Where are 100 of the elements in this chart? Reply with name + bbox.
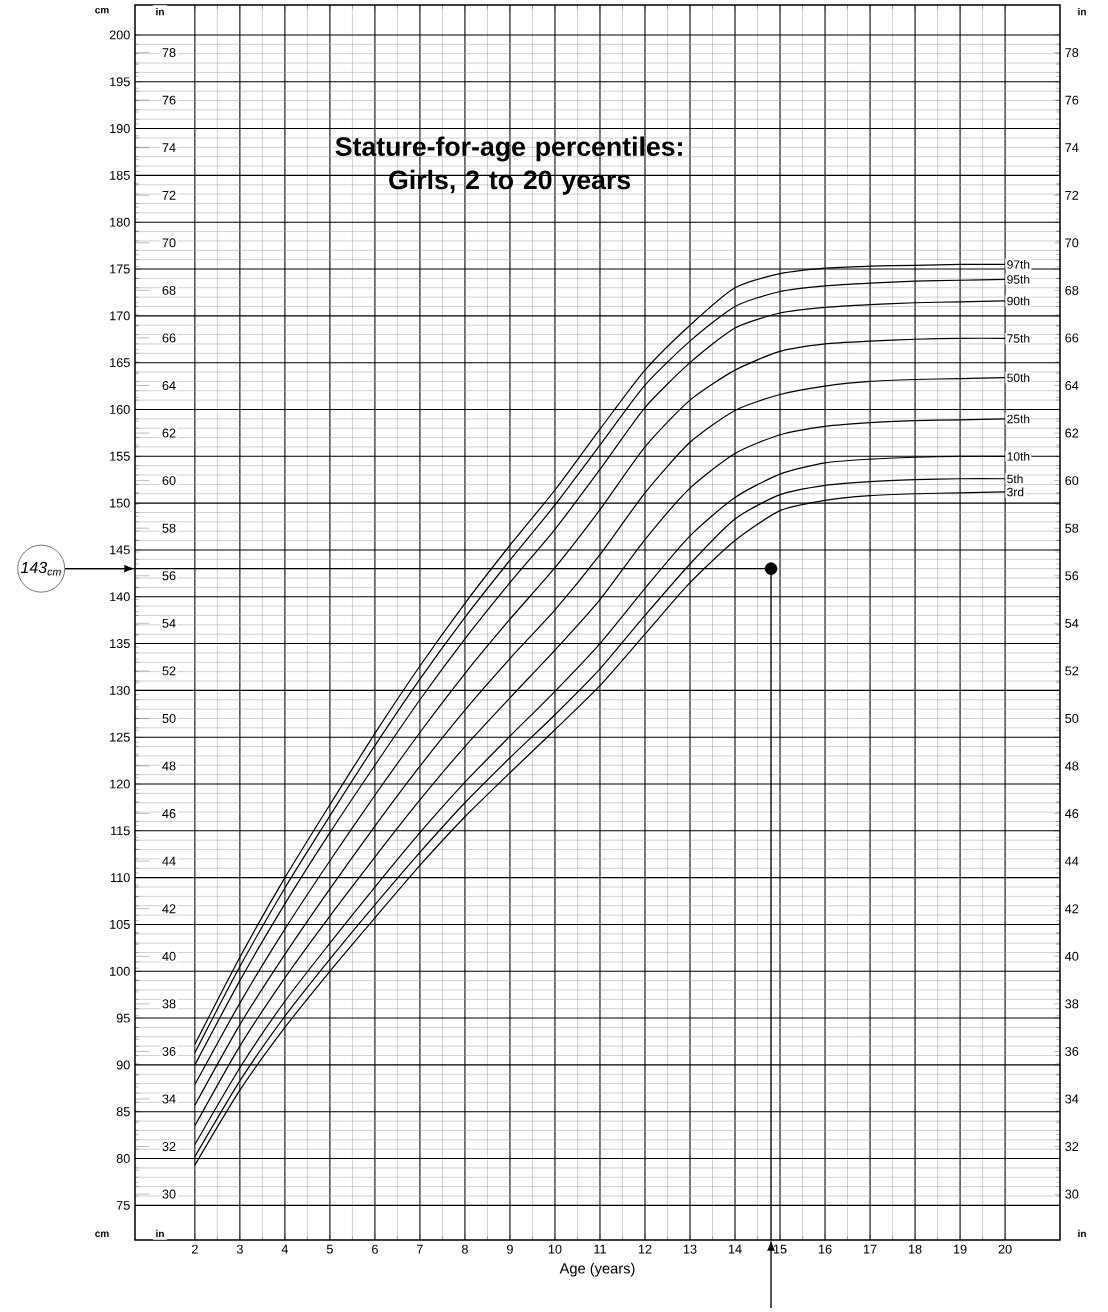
y-tick-label: 80 <box>116 1154 130 1164</box>
y-tick-label: 145 <box>110 545 130 555</box>
x-tick-label: 11 <box>594 1244 606 1254</box>
y-tick-label: 165 <box>110 358 130 368</box>
y3-tick-label: 66 <box>1065 333 1079 343</box>
y2-tick-label: 32 <box>162 1142 176 1152</box>
y-tick-label: 175 <box>110 264 130 274</box>
y3-tick-label: 44 <box>1065 856 1079 866</box>
y-tick-label: 135 <box>110 639 130 649</box>
y-tick-label: 200 <box>109 30 130 40</box>
y2-tick-label: 58 <box>162 523 176 533</box>
y2-tick-label: 34 <box>162 1094 176 1104</box>
y-tick-label: 105 <box>110 919 130 929</box>
y2-tick-label: 40 <box>162 951 176 961</box>
y3-tick-label: 32 <box>1065 1142 1079 1152</box>
y3-tick-label: 70 <box>1065 238 1079 248</box>
x-tick-label: 9 <box>507 1244 513 1254</box>
x-tick-label: 5 <box>326 1244 333 1254</box>
y-tick-label: 95 <box>116 1013 130 1023</box>
y2-tick-label: 42 <box>162 904 176 914</box>
y-tick-label: 85 <box>116 1107 130 1117</box>
y-tick-label: 115 <box>111 826 130 836</box>
y3-tick-label: 78 <box>1065 48 1079 58</box>
y2-tick-label: 66 <box>162 333 176 343</box>
x-tick-label: 18 <box>908 1244 922 1254</box>
y3-tick-label: 48 <box>1065 761 1079 771</box>
y3-tick-label: 56 <box>1065 571 1079 581</box>
y2-tick-label: 36 <box>162 1046 176 1056</box>
y3-tick-label: 60 <box>1065 476 1079 486</box>
series-label: 10th <box>1007 451 1030 461</box>
y3-tick-label: 50 <box>1065 713 1079 723</box>
y2-tick-label: 44 <box>162 856 176 866</box>
series-label: 3rd <box>1007 487 1024 497</box>
x-tick-label: 8 <box>461 1244 468 1254</box>
y2-tick-label: 48 <box>162 761 176 771</box>
x-tick-label: 15 <box>773 1244 787 1254</box>
x-tick-label: 19 <box>953 1244 967 1254</box>
x-tick-label: 3 <box>236 1244 243 1254</box>
y2-tick-label: 46 <box>162 809 176 819</box>
y2-tick-label: 70 <box>162 238 176 248</box>
y2-tick-label: 56 <box>162 571 176 581</box>
text: cm <box>95 1231 109 1238</box>
y-tick-label: 180 <box>110 217 130 227</box>
y3-tick-label: 40 <box>1065 951 1079 961</box>
y2-tick-label: 30 <box>162 1189 176 1199</box>
series-label: 97th <box>1007 259 1030 269</box>
y3-tick-label: 36 <box>1065 1046 1079 1056</box>
y3-tick-label: 46 <box>1065 809 1079 819</box>
series-label: 95th <box>1007 274 1030 284</box>
x-tick-label: 17 <box>863 1244 877 1254</box>
text: in <box>156 1229 164 1238</box>
y-tick-label: 90 <box>116 1060 130 1070</box>
series-label: 90th <box>1007 296 1030 306</box>
y-tick-label: 195 <box>110 77 130 87</box>
y2-tick-label: 76 <box>162 95 176 105</box>
ref-line-label: 143$_{cm}$ <box>20 561 61 576</box>
y3-axis-title: in <box>156 7 164 16</box>
y-tick-label: 155 <box>110 451 130 461</box>
y3-tick-label: 76 <box>1065 95 1079 105</box>
y2-tick-label: 54 <box>162 618 176 628</box>
x-tick-label: 6 <box>372 1244 378 1254</box>
x-axis-title: Age (years) <box>559 1262 635 1277</box>
x-tick-label: 4 <box>281 1244 289 1254</box>
y-axis-title: cm <box>95 7 109 14</box>
y3-tick-label: 68 <box>1065 285 1079 295</box>
y-tick-label: 160 <box>110 404 130 414</box>
y-tick-label: 100 <box>110 966 130 976</box>
y-tick-label: 120 <box>110 779 130 789</box>
series-label: 25th <box>1007 414 1030 424</box>
y3-tick-label: 72 <box>1065 190 1079 200</box>
series-label: 50th <box>1007 373 1030 383</box>
y2-tick-label: 62 <box>162 428 176 438</box>
y2-tick-label: 38 <box>162 999 176 1009</box>
y-tick-label: 185 <box>110 170 130 180</box>
y2-tick-label: 64 <box>162 381 176 390</box>
y3-tick-label: 54 <box>1065 618 1079 628</box>
y3-tick-label: 38 <box>1065 999 1079 1009</box>
y2-tick-label: 50 <box>162 713 176 723</box>
x-tick-label: 14 <box>728 1244 742 1254</box>
y-tick-label: 150 <box>110 498 130 508</box>
y2-tick-label: 74 <box>162 143 176 153</box>
series-label: 5th <box>1007 474 1023 484</box>
y-tick-label: 170 <box>110 311 130 321</box>
y3-tick-label: 64 <box>1065 381 1079 390</box>
x-tick-label: 2 <box>191 1244 198 1254</box>
y2-tick-label: 78 <box>162 48 176 58</box>
y3-tick-label: 34 <box>1065 1094 1079 1104</box>
x-tick-label: 7 <box>417 1244 423 1254</box>
text: in <box>1078 1229 1086 1238</box>
y-tick-label: 125 <box>110 732 130 742</box>
y3-tick-label: 74 <box>1065 143 1079 153</box>
y3-tick-label: 52 <box>1065 666 1079 676</box>
x-tick-label: 16 <box>818 1244 832 1254</box>
y3-tick-label: 42 <box>1065 904 1079 914</box>
y-tick-label: 75 <box>116 1200 130 1210</box>
y2-tick-label: 68 <box>162 285 176 295</box>
y2-tick-label: 52 <box>162 666 176 676</box>
series-label: 75th <box>1007 333 1030 343</box>
y3-tick-label: 62 <box>1065 428 1079 438</box>
y3-tick-label: 30 <box>1065 1189 1079 1199</box>
